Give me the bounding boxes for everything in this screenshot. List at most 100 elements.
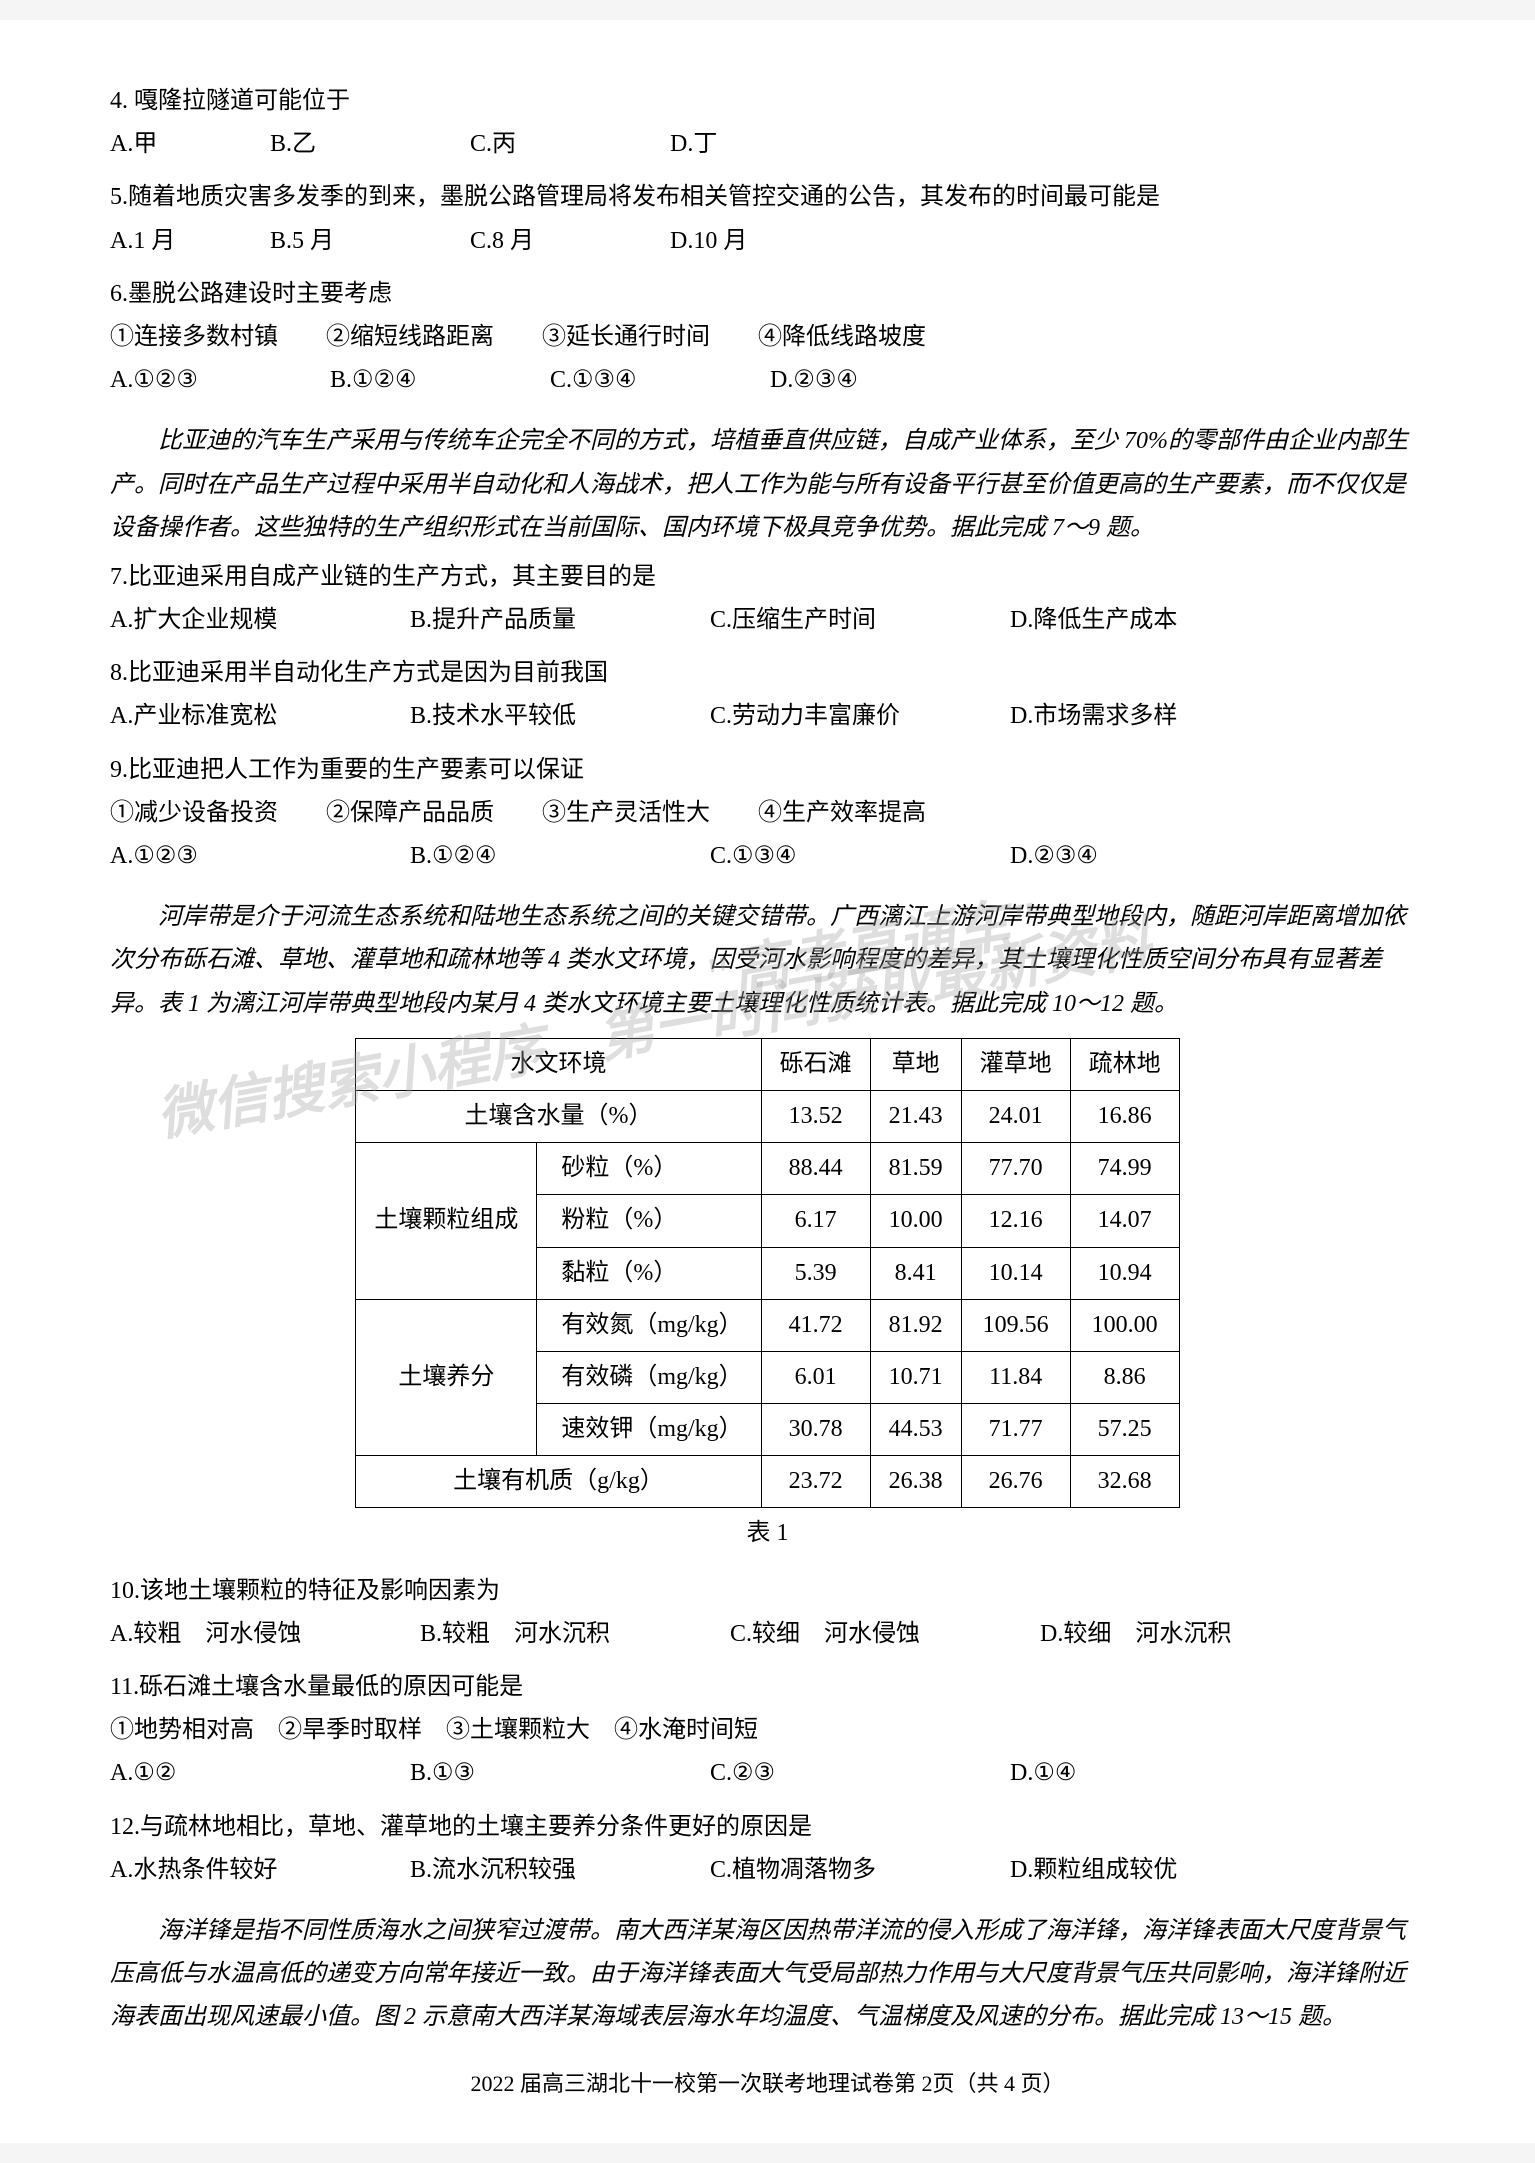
q6-opt-b: B.①②④ xyxy=(330,359,550,402)
cell: 8.41 xyxy=(870,1247,961,1299)
cell: 30.78 xyxy=(761,1404,870,1456)
q12-opt-b: B.流水沉积较强 xyxy=(410,1849,710,1892)
cell: 44.53 xyxy=(870,1404,961,1456)
exam-page: "高考直通车" 微信搜索小程序 第一时间获取最新资料 4. 嘎隆拉隧道可能位于 … xyxy=(0,20,1535,2143)
q8-text: 8.比亚迪采用半自动化生产方式是因为目前我国 xyxy=(110,652,1425,695)
page-footer: 2022 届高三湖北十一校第一次联考地理试卷第 2页（共 4 页） xyxy=(110,2064,1425,2104)
q9-opt-a: A.①②③ xyxy=(110,835,410,878)
q4-opt-d: D.丁 xyxy=(670,123,870,166)
cell: 88.44 xyxy=(761,1143,870,1195)
passage-2: 河岸带是介于河流生态系统和陆地生态系统之间的关键交错带。广西漓江上游河岸带典型地… xyxy=(110,896,1425,1026)
table-row: 土壤养分 有效氮（mg/kg） 41.72 81.92 109.56 100.0… xyxy=(356,1299,1179,1351)
row-sub: 有效氮（mg/kg） xyxy=(537,1299,761,1351)
q6-opt-c: C.①③④ xyxy=(550,359,770,402)
q9-options: A.①②③ B.①②④ C.①③④ D.②③④ xyxy=(110,835,1425,878)
q6-opt-a: A.①②③ xyxy=(110,359,330,402)
row-group: 土壤养分 xyxy=(356,1299,537,1456)
passage-1: 比亚迪的汽车生产采用与传统车企完全不同的方式，培植垂直供应链，自成产业体系，至少… xyxy=(110,420,1425,550)
row-sub: 有效磷（mg/kg） xyxy=(537,1351,761,1403)
cell: 24.01 xyxy=(961,1090,1070,1142)
q7-opt-d: D.降低生产成本 xyxy=(1010,599,1310,642)
cell: 16.86 xyxy=(1070,1090,1179,1142)
cell: 100.00 xyxy=(1070,1299,1179,1351)
cell: 10.94 xyxy=(1070,1247,1179,1299)
cell: 41.72 xyxy=(761,1299,870,1351)
row-sub: 粉粒（%） xyxy=(537,1195,761,1247)
q7-text: 7.比亚迪采用自成产业链的生产方式，其主要目的是 xyxy=(110,556,1425,599)
question-9: 9.比亚迪把人工作为重要的生产要素可以保证 ①减少设备投资 ②保障产品品质 ③生… xyxy=(110,749,1425,879)
q8-opt-b: B.技术水平较低 xyxy=(410,695,710,738)
q8-opt-d: D.市场需求多样 xyxy=(1010,695,1310,738)
q5-options: A.1 月 B.5 月 C.8 月 D.10 月 xyxy=(110,220,1425,263)
table-row: 土壤颗粒组成 砂粒（%） 88.44 81.59 77.70 74.99 xyxy=(356,1143,1179,1195)
cell: 11.84 xyxy=(961,1351,1070,1403)
row-label: 土壤有机质（g/kg） xyxy=(356,1456,761,1508)
q4-opt-c: C.丙 xyxy=(470,123,670,166)
row-label: 土壤含水量（%） xyxy=(356,1090,761,1142)
cell: 6.17 xyxy=(761,1195,870,1247)
question-5: 5.随着地质灾害多发季的到来，墨脱公路管理局将发布相关管控交通的公告，其发布的时… xyxy=(110,176,1425,262)
q4-opt-a: A.甲 xyxy=(110,123,270,166)
q7-opt-a: A.扩大企业规模 xyxy=(110,599,410,642)
q9-opt-b: B.①②④ xyxy=(410,835,710,878)
passage-3: 海洋锋是指不同性质海水之间狭窄过渡带。南大西洋某海区因热带洋流的侵入形成了海洋锋… xyxy=(110,1910,1425,2040)
cell: 32.68 xyxy=(1070,1456,1179,1508)
question-10: 10.该地土壤颗粒的特征及影响因素为 A.较粗 河水侵蚀 B.较粗 河水沉积 C… xyxy=(110,1570,1425,1656)
q10-opt-c: C.较细 河水侵蚀 xyxy=(730,1613,1040,1656)
q12-opt-a: A.水热条件较好 xyxy=(110,1849,410,1892)
cell: 71.77 xyxy=(961,1404,1070,1456)
th-env: 水文环境 xyxy=(356,1038,761,1090)
cell: 26.76 xyxy=(961,1456,1070,1508)
cell: 13.52 xyxy=(761,1090,870,1142)
q11-choices: ①地势相对高 ②旱季时取样 ③土壤颗粒大 ④水淹时间短 xyxy=(110,1709,1425,1752)
cell: 81.59 xyxy=(870,1143,961,1195)
q7-options: A.扩大企业规模 B.提升产品质量 C.压缩生产时间 D.降低生产成本 xyxy=(110,599,1425,642)
q4-text: 4. 嘎隆拉隧道可能位于 xyxy=(110,80,1425,123)
cell: 21.43 xyxy=(870,1090,961,1142)
table-row: 土壤含水量（%） 13.52 21.43 24.01 16.86 xyxy=(356,1090,1179,1142)
row-group: 土壤颗粒组成 xyxy=(356,1143,537,1300)
cell: 14.07 xyxy=(1070,1195,1179,1247)
q11-options: A.①② B.①③ C.②③ D.①④ xyxy=(110,1752,1425,1795)
q6-opt-d: D.②③④ xyxy=(770,359,990,402)
cell: 5.39 xyxy=(761,1247,870,1299)
q9-opt-d: D.②③④ xyxy=(1010,835,1310,878)
cell: 23.72 xyxy=(761,1456,870,1508)
table-header-row: 水文环境 砾石滩 草地 灌草地 疏林地 xyxy=(356,1038,1179,1090)
q7-opt-c: C.压缩生产时间 xyxy=(710,599,1010,642)
q9-opt-c: C.①③④ xyxy=(710,835,1010,878)
q8-opt-c: C.劳动力丰富廉价 xyxy=(710,695,1010,738)
th-c3: 灌草地 xyxy=(961,1038,1070,1090)
row-sub: 黏粒（%） xyxy=(537,1247,761,1299)
q5-opt-a: A.1 月 xyxy=(110,220,270,263)
cell: 74.99 xyxy=(1070,1143,1179,1195)
cell: 12.16 xyxy=(961,1195,1070,1247)
cell: 81.92 xyxy=(870,1299,961,1351)
q12-text: 12.与疏林地相比，草地、灌草地的土壤主要养分条件更好的原因是 xyxy=(110,1806,1425,1849)
q9-choices: ①减少设备投资 ②保障产品品质 ③生产灵活性大 ④生产效率提高 xyxy=(110,792,1425,835)
cell: 77.70 xyxy=(961,1143,1070,1195)
question-4: 4. 嘎隆拉隧道可能位于 A.甲 B.乙 C.丙 D.丁 xyxy=(110,80,1425,166)
cell: 57.25 xyxy=(1070,1404,1179,1456)
table-caption: 表 1 xyxy=(110,1512,1425,1555)
question-7: 7.比亚迪采用自成产业链的生产方式，其主要目的是 A.扩大企业规模 B.提升产品… xyxy=(110,556,1425,642)
q10-opt-a: A.较粗 河水侵蚀 xyxy=(110,1613,420,1656)
cell: 109.56 xyxy=(961,1299,1070,1351)
question-11: 11.砾石滩土壤含水量最低的原因可能是 ①地势相对高 ②旱季时取样 ③土壤颗粒大… xyxy=(110,1666,1425,1796)
q8-opt-a: A.产业标准宽松 xyxy=(110,695,410,738)
q11-opt-d: D.①④ xyxy=(1010,1752,1310,1795)
q6-options: A.①②③ B.①②④ C.①③④ D.②③④ xyxy=(110,359,1425,402)
question-12: 12.与疏林地相比，草地、灌草地的土壤主要养分条件更好的原因是 A.水热条件较好… xyxy=(110,1806,1425,1892)
q6-choices: ①连接多数村镇 ②缩短线路距离 ③延长通行时间 ④降低线路坡度 xyxy=(110,316,1425,359)
q12-opt-d: D.颗粒组成较优 xyxy=(1010,1849,1310,1892)
cell: 8.86 xyxy=(1070,1351,1179,1403)
q7-opt-b: B.提升产品质量 xyxy=(410,599,710,642)
cell: 26.38 xyxy=(870,1456,961,1508)
q4-opt-b: B.乙 xyxy=(270,123,470,166)
q9-text: 9.比亚迪把人工作为重要的生产要素可以保证 xyxy=(110,749,1425,792)
cell: 10.14 xyxy=(961,1247,1070,1299)
q10-options: A.较粗 河水侵蚀 B.较粗 河水沉积 C.较细 河水侵蚀 D.较细 河水沉积 xyxy=(110,1613,1425,1656)
question-6: 6.墨脱公路建设时主要考虑 ①连接多数村镇 ②缩短线路距离 ③延长通行时间 ④降… xyxy=(110,273,1425,403)
q8-options: A.产业标准宽松 B.技术水平较低 C.劳动力丰富廉价 D.市场需求多样 xyxy=(110,695,1425,738)
q11-opt-b: B.①③ xyxy=(410,1752,710,1795)
